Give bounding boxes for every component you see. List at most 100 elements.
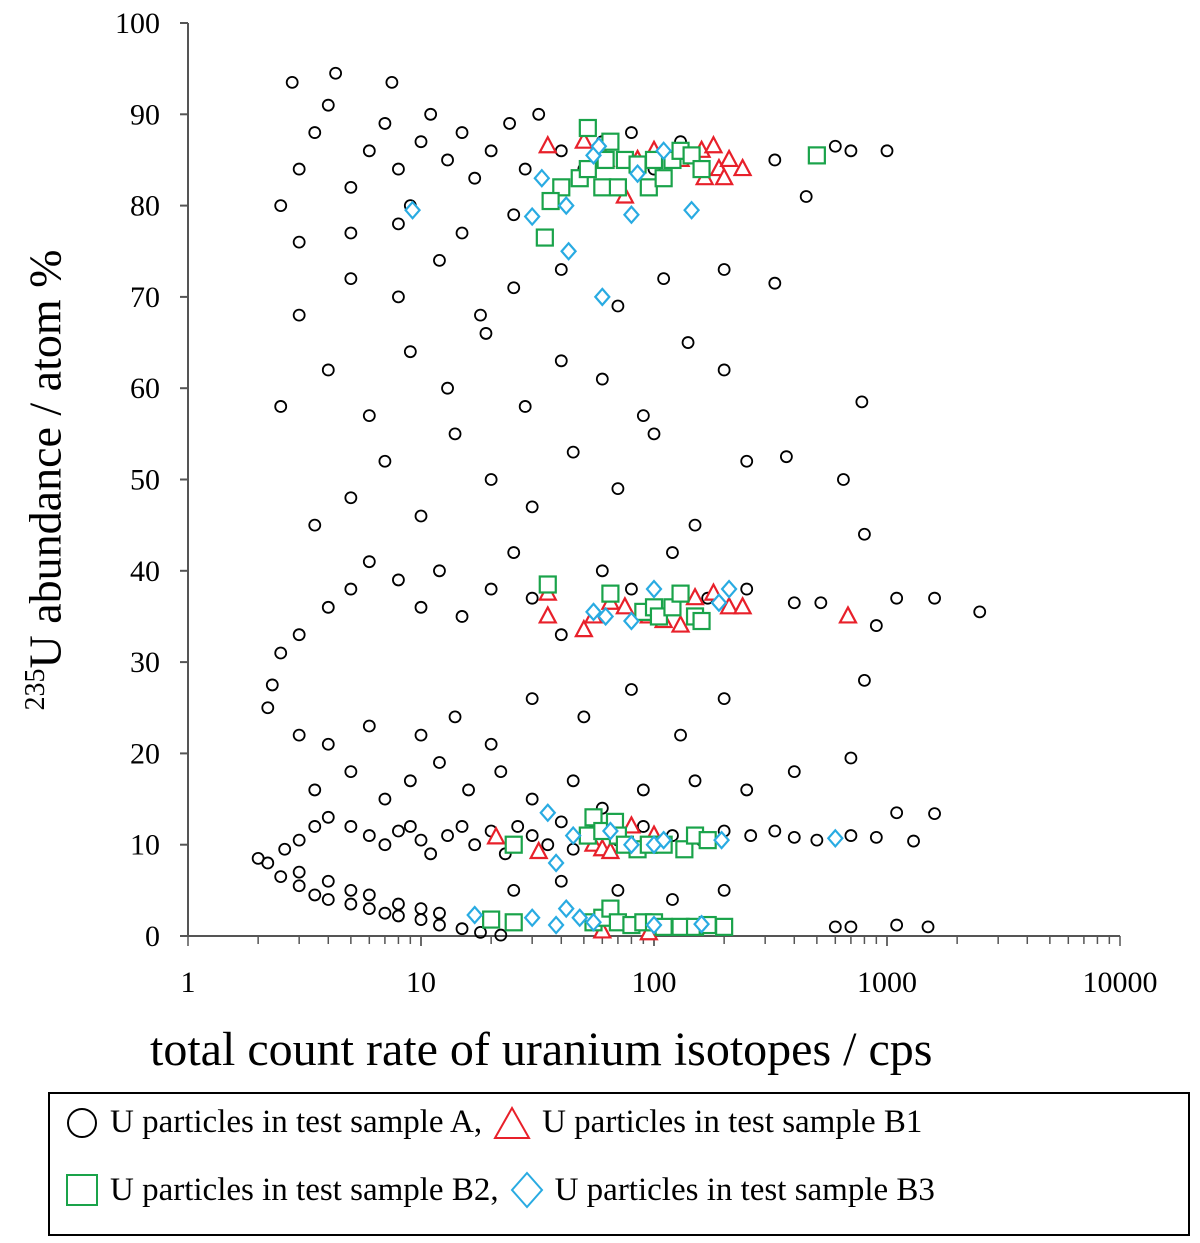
- point-sample-a: [880, 144, 894, 158]
- point-sample-b1: [685, 586, 705, 606]
- point-sample-a: [787, 596, 801, 610]
- point-sample-b2: [639, 178, 658, 197]
- point-sample-a: [525, 692, 539, 706]
- point-sample-a: [636, 409, 650, 422]
- point-sample-a: [869, 830, 883, 844]
- point-sample-b1: [621, 815, 642, 834]
- point-sample-a: [455, 922, 469, 936]
- point-sample-a: [362, 719, 376, 733]
- point-sample-a: [921, 920, 935, 934]
- point-sample-a: [484, 582, 498, 596]
- point-sample-b3: [693, 914, 711, 934]
- point-sample-a: [433, 918, 446, 932]
- point-sample-a: [414, 135, 428, 149]
- point-sample-b1: [670, 614, 691, 633]
- point-sample-a: [274, 646, 288, 660]
- point-sample-b2: [601, 584, 620, 603]
- y-tick-label: 40: [130, 555, 160, 588]
- point-sample-a: [688, 518, 702, 532]
- point-sample-a: [261, 856, 275, 870]
- point-sample-b3: [564, 825, 582, 846]
- point-sample-b3: [466, 905, 484, 925]
- point-sample-a: [414, 902, 428, 916]
- point-sample-a: [378, 792, 392, 806]
- point-sample-a: [518, 162, 532, 176]
- point-sample-a: [484, 144, 498, 158]
- y-tick-label: 90: [130, 98, 160, 131]
- point-sample-a: [554, 628, 568, 642]
- point-sample-a: [292, 865, 306, 879]
- point-sample-b2: [578, 118, 597, 138]
- point-sample-a: [858, 673, 871, 687]
- legend-item-b1: U particles in test sample B1: [492, 1104, 922, 1141]
- point-sample-a: [554, 144, 568, 158]
- point-sample-b3: [539, 803, 557, 823]
- point-sample-a: [503, 117, 516, 130]
- point-sample-b1: [732, 157, 753, 177]
- point-sample-b1: [615, 595, 635, 615]
- point-sample-b1: [574, 130, 594, 149]
- point-sample-b3: [557, 195, 575, 216]
- point-sample-a: [844, 751, 858, 765]
- point-sample-a: [292, 879, 306, 893]
- legend-label-b2: U particles in test sample B2,: [110, 1171, 499, 1208]
- point-sample-a: [392, 162, 405, 176]
- point-sample-b2: [807, 146, 826, 165]
- point-sample-b1: [732, 595, 753, 615]
- point-sample-a: [507, 546, 521, 559]
- point-sample-a: [344, 897, 358, 911]
- point-sample-a: [474, 308, 487, 322]
- point-sample-a: [403, 345, 417, 359]
- point-sample-b1: [600, 840, 621, 860]
- y-tick-label: 70: [130, 281, 160, 314]
- point-sample-a: [414, 509, 428, 523]
- point-sample-a: [462, 783, 475, 797]
- point-sample-a: [403, 820, 417, 833]
- point-sample-a: [344, 765, 358, 779]
- point-sample-a: [362, 409, 376, 422]
- point-sample-a: [362, 144, 376, 158]
- point-sample-b2: [552, 178, 571, 197]
- point-sample-a: [274, 870, 288, 884]
- point-sample-b3: [547, 915, 565, 935]
- point-sample-a: [507, 208, 521, 222]
- point-sample-b3: [597, 606, 615, 627]
- point-sample-a: [554, 263, 568, 276]
- point-sample-a: [554, 354, 568, 368]
- point-sample-a: [321, 600, 335, 614]
- point-sample-b1: [486, 826, 506, 845]
- point-sample-a: [507, 281, 521, 295]
- point-sample-a: [292, 308, 306, 322]
- point-sample-a: [292, 728, 306, 742]
- point-sample-a: [392, 573, 405, 587]
- point-sample-a: [890, 918, 904, 932]
- point-sample-a: [674, 728, 687, 742]
- point-sample-b3: [590, 136, 608, 156]
- point-sample-a: [768, 153, 782, 167]
- point-sample-a: [484, 473, 498, 486]
- point-sample-a: [321, 893, 335, 906]
- point-sample-b3: [710, 593, 728, 613]
- y-axis-label-superscript: 235: [20, 668, 52, 711]
- x-tick-label: 1: [181, 966, 196, 999]
- point-sample-a: [441, 381, 454, 395]
- x-tick-label: 10: [406, 966, 436, 999]
- point-sample-a: [292, 628, 306, 642]
- point-sample-b1: [703, 134, 724, 154]
- point-sample-a: [285, 75, 299, 89]
- point-sample-a: [392, 897, 405, 911]
- point-sample-a: [577, 710, 591, 724]
- point-sample-a: [828, 139, 842, 153]
- point-sample-a: [455, 226, 469, 240]
- x-tick-label: 100: [632, 966, 677, 999]
- legend-label-a: U particles in test sample A,: [110, 1104, 483, 1140]
- point-sample-b3: [629, 163, 647, 184]
- point-sample-a: [518, 400, 532, 413]
- y-tick-label: 50: [130, 464, 160, 497]
- point-sample-a: [554, 874, 568, 888]
- point-sample-a: [688, 774, 702, 788]
- point-sample-a: [321, 363, 335, 377]
- point-sample-a: [744, 829, 758, 842]
- point-sample-a: [308, 783, 322, 797]
- y-tick-label: 100: [115, 7, 160, 40]
